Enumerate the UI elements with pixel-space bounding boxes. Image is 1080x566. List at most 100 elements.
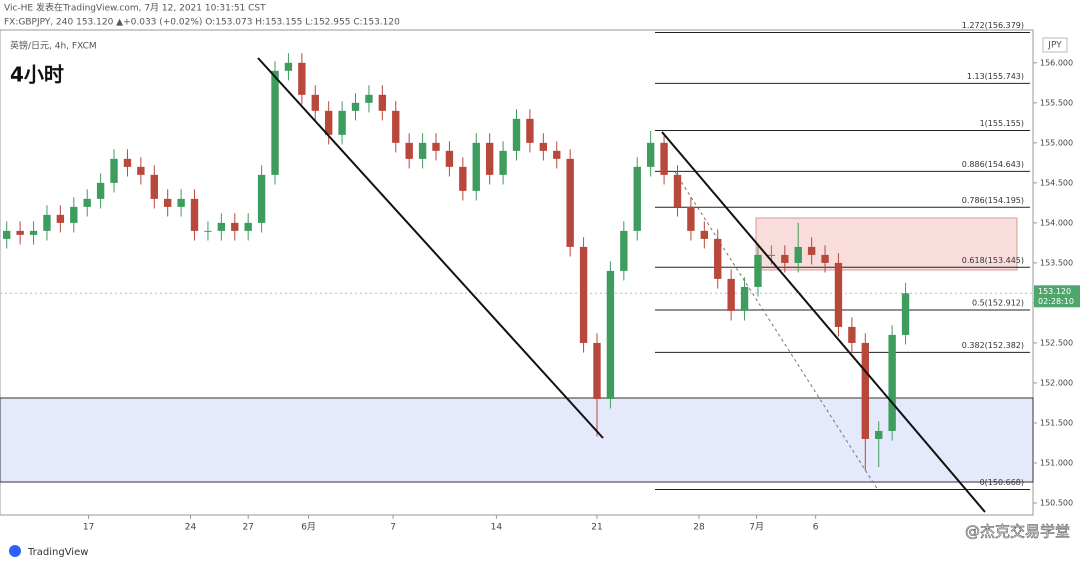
candle-body <box>177 198 185 207</box>
candle-body <box>807 246 816 255</box>
candle-body <box>606 270 615 399</box>
fib-label: 1.13(155.743) <box>967 72 1024 81</box>
candle-body <box>727 278 735 311</box>
candle-body <box>244 222 252 231</box>
candle-body <box>539 142 548 151</box>
projection-line <box>674 171 879 491</box>
candle-body <box>365 94 373 103</box>
logo <box>9 545 21 557</box>
candle-body <box>821 254 829 263</box>
trend-line <box>257 57 604 439</box>
candle-body <box>700 230 709 239</box>
candle-body <box>861 342 869 439</box>
candle-body <box>324 110 333 135</box>
candle-body <box>83 198 91 207</box>
symbol: 英镑/日元, 4h, FXCM <box>10 40 97 52</box>
candle-body <box>204 230 212 232</box>
chart-title: 4小时 <box>10 63 64 87</box>
y-tick-label: 154.500 <box>1040 178 1073 187</box>
candle-body <box>432 142 440 151</box>
x-tick-label: 24 <box>185 523 197 533</box>
candle-body <box>687 206 695 231</box>
candle-body <box>781 254 789 263</box>
candle-body <box>284 62 293 71</box>
y-tick-label: 152.500 <box>1040 338 1073 347</box>
candle-body <box>459 166 467 191</box>
fib-label: 1.272(156.379) <box>962 21 1024 30</box>
x-tick-label: 14 <box>491 523 503 533</box>
candle-body <box>888 334 896 431</box>
candle-body <box>150 174 158 199</box>
candle-body <box>633 166 641 231</box>
candle-body <box>392 110 400 143</box>
candle-body <box>378 94 387 111</box>
y-tick-label: 150.500 <box>1040 498 1073 507</box>
candle-body <box>311 94 319 111</box>
x-tick-label: 7月 <box>749 522 764 533</box>
candle-body <box>794 246 802 263</box>
candle-body <box>271 70 279 175</box>
countdown: 02:28:10 <box>1038 297 1074 306</box>
candle-body <box>754 254 762 287</box>
candle-body <box>137 166 145 175</box>
quote: FX:GBPJPY, 240 153.120 ▲+0.033 (+0.02%) … <box>4 18 400 28</box>
fib-label: 0.886(154.643) <box>962 160 1024 169</box>
y-tick-label: 151.500 <box>1040 418 1073 427</box>
fib-label: 0.382(152.382) <box>962 341 1024 350</box>
layer <box>3 53 910 471</box>
fib-label: 0.618(153.445) <box>962 256 1024 265</box>
candle-body <box>767 254 776 256</box>
candle-body <box>56 214 65 223</box>
candle-body <box>848 326 856 343</box>
candle-body <box>70 206 78 223</box>
candle-body <box>834 262 843 327</box>
x-tick-label: 6月 <box>301 522 316 533</box>
currency-box <box>1042 37 1068 53</box>
support-zone <box>0 397 1034 483</box>
x-tick-label: 28 <box>693 523 705 533</box>
y-tick-label: 152.000 <box>1040 378 1073 387</box>
candle-body <box>445 150 454 167</box>
candle-body <box>499 150 507 175</box>
fib-label: 0.5(152.912) <box>972 298 1024 307</box>
y-tick-label: 155.000 <box>1040 138 1073 147</box>
x-tick-label: 17 <box>83 523 94 533</box>
fib-label: 0(150.668) <box>980 478 1024 487</box>
candle-body <box>96 182 105 199</box>
fib-label: 1(155.155) <box>980 119 1024 128</box>
candle-body <box>875 430 883 439</box>
candle-body <box>593 342 601 399</box>
candle-body <box>485 142 494 175</box>
layer: 1.272(156.379) 1.13(155.743) 1(155.155) 0.8… <box>0 21 1033 491</box>
candle-body <box>257 174 266 223</box>
candle-body <box>472 142 480 191</box>
branding: TradingView <box>27 547 88 558</box>
y-tick-label: 155.500 <box>1040 98 1073 107</box>
candle-body <box>351 102 360 111</box>
candle-body <box>553 150 561 159</box>
header: Vic-HE 发表在TradingView.com, 7月 12, 2021 1… <box>4 2 266 14</box>
y-tick-label: 154.000 <box>1040 218 1073 227</box>
x-tick-label: 21 <box>591 523 602 533</box>
y-tick-label: 156.000 <box>1040 58 1073 67</box>
y-tick-label: 151.000 <box>1040 458 1073 467</box>
candle-body <box>43 214 51 231</box>
price-tag-label: 153.120 <box>1038 287 1071 296</box>
price-tag <box>1034 285 1080 308</box>
candle-body <box>566 158 574 247</box>
candle-body <box>29 230 38 235</box>
candle-body <box>646 142 655 167</box>
candle-body <box>164 198 172 207</box>
candle-body <box>526 118 534 143</box>
candle-body <box>512 118 521 151</box>
trend-line <box>661 131 986 513</box>
candle-body <box>231 222 239 231</box>
candle-body <box>16 230 24 235</box>
layer <box>88 62 1037 519</box>
candle-body <box>298 62 306 95</box>
x-tick-label: 6 <box>813 523 819 533</box>
candle-body <box>418 142 427 159</box>
candle-body <box>110 158 118 183</box>
candle-body <box>660 142 668 175</box>
